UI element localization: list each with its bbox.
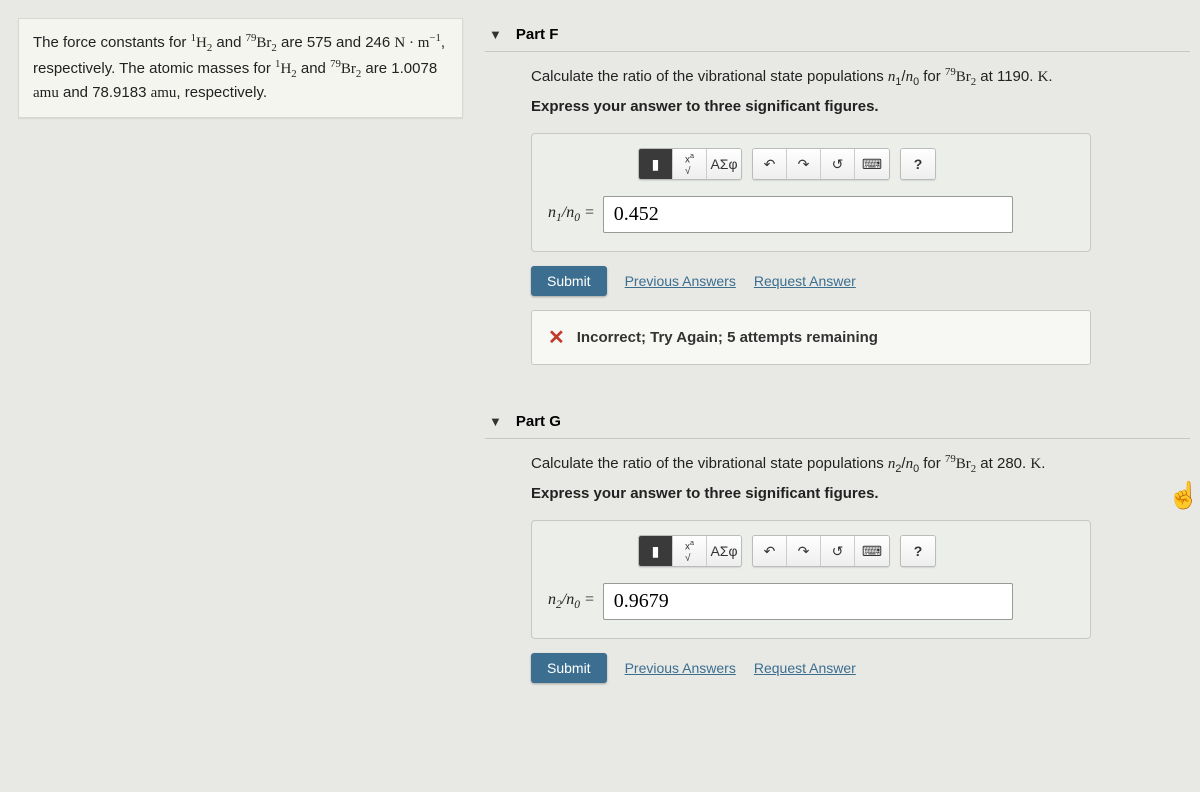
redo-icon[interactable]: ↷: [787, 536, 821, 566]
help-icon[interactable]: ?: [901, 149, 935, 179]
keyboard-icon[interactable]: ⌨: [855, 149, 889, 179]
submit-button[interactable]: Submit: [531, 266, 607, 296]
submit-row-f: Submit Previous Answers Request Answer: [531, 266, 1190, 296]
undo-icon[interactable]: ↶: [753, 536, 787, 566]
fraction-icon[interactable]: xa√: [673, 536, 707, 566]
part-g-subprompt: Express your answer to three significant…: [531, 485, 1190, 502]
feedback-text: Incorrect; Try Again; 5 attempts remaini…: [577, 329, 878, 346]
answer-label-g: n2/n0 =: [548, 591, 595, 611]
redo-icon[interactable]: ↷: [787, 149, 821, 179]
main-column: ▼ Part F Calculate the ratio of the vibr…: [485, 18, 1200, 715]
help-icon[interactable]: ?: [901, 536, 935, 566]
greek-icon[interactable]: ΑΣφ: [707, 536, 741, 566]
part-g-body: Calculate the ratio of the vibrational s…: [485, 453, 1190, 715]
answer-label-f: n1/n0 =: [548, 204, 595, 224]
previous-answers-link[interactable]: Previous Answers: [625, 273, 736, 289]
equation-toolbar: ▮ xa√ ΑΣφ ↶ ↷ ↺ ⌨ ?: [638, 148, 1074, 180]
part-g-prompt: Calculate the ratio of the vibrational s…: [531, 453, 1190, 475]
template-icon[interactable]: ▮: [639, 536, 673, 566]
part-f-prompt: Calculate the ratio of the vibrational s…: [531, 66, 1190, 88]
submit-row-g: Submit Previous Answers Request Answer: [531, 653, 1190, 683]
part-f-header[interactable]: ▼ Part F: [485, 18, 1190, 52]
answer-input-f[interactable]: [603, 196, 1013, 233]
incorrect-icon: ✕: [548, 325, 565, 350]
fraction-icon[interactable]: xa√: [673, 149, 707, 179]
equation-toolbar: ▮ xa√ ΑΣφ ↶ ↷ ↺ ⌨ ?: [638, 535, 1074, 567]
answer-box-f: ▮ xa√ ΑΣφ ↶ ↷ ↺ ⌨ ? n1/n0 =: [531, 133, 1091, 252]
previous-answers-link[interactable]: Previous Answers: [625, 660, 736, 676]
keyboard-icon[interactable]: ⌨: [855, 536, 889, 566]
collapse-caret-icon[interactable]: ▼: [489, 414, 502, 429]
greek-icon[interactable]: ΑΣφ: [707, 149, 741, 179]
request-answer-link[interactable]: Request Answer: [754, 660, 856, 676]
part-title: Part F: [516, 26, 559, 43]
part-f-subprompt: Express your answer to three significant…: [531, 98, 1190, 115]
request-answer-link[interactable]: Request Answer: [754, 273, 856, 289]
reset-icon[interactable]: ↺: [821, 536, 855, 566]
part-g-header[interactable]: ▼ Part G: [485, 405, 1190, 439]
answer-box-g: ▮ xa√ ΑΣφ ↶ ↷ ↺ ⌨ ? n2/n0 =: [531, 520, 1091, 639]
reset-icon[interactable]: ↺: [821, 149, 855, 179]
answer-input-g[interactable]: [603, 583, 1013, 620]
feedback-box: ✕ Incorrect; Try Again; 5 attempts remai…: [531, 310, 1091, 365]
undo-icon[interactable]: ↶: [753, 149, 787, 179]
part-f-body: Calculate the ratio of the vibrational s…: [485, 66, 1190, 383]
part-title: Part G: [516, 413, 561, 430]
submit-button[interactable]: Submit: [531, 653, 607, 683]
collapse-caret-icon[interactable]: ▼: [489, 27, 502, 42]
template-icon[interactable]: ▮: [639, 149, 673, 179]
pointer-cursor-icon: ☝: [1168, 480, 1200, 511]
problem-info-text: The force constants for 1H2 and 79Br2 ar…: [33, 34, 445, 101]
problem-info-card: The force constants for 1H2 and 79Br2 ar…: [18, 18, 463, 118]
